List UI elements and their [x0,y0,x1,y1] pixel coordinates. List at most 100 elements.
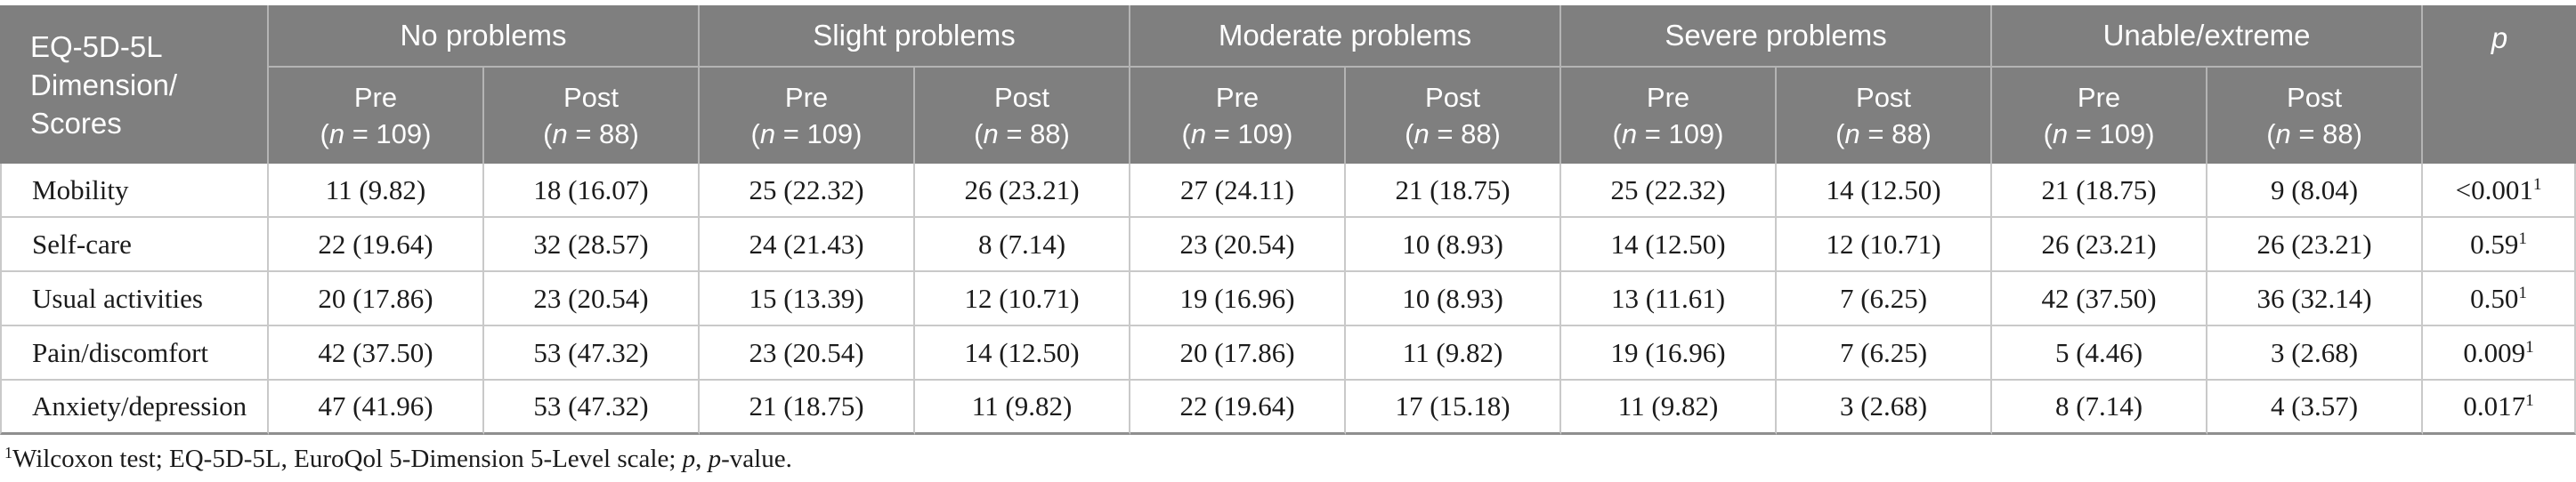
value-cell: 17 (15.18) [1346,381,1562,435]
value-cell: 42 (37.50) [269,326,484,381]
n-symbol: n [328,118,345,149]
header-row-subcolumns: Pre (n = 109) Post (n = 88) Pre (n = 109) Post… [0,68,2576,164]
eq5d5l-results-table: EQ-5D-5L Dimension/Scores No problems Slig… [0,5,2576,435]
value-cell: 12 (10.71) [915,272,1131,326]
value-cell: 23 (20.54) [484,272,701,326]
subcolumn-header-post-unable-extreme: Post (n = 88) [2207,68,2424,164]
value-cell: 53 (47.32) [484,326,701,381]
value-cell: 3 (2.68) [1777,381,1993,435]
group-header-no-problems: No problems [269,5,701,68]
dimension-cell: Self-care [0,218,269,272]
footnote-marker: 1 [2518,283,2527,302]
value-cell: 10 (8.93) [1346,272,1562,326]
value-cell: 26 (23.21) [915,164,1131,218]
value-cell: 11 (9.82) [269,164,484,218]
value-cell: 22 (19.64) [269,218,484,272]
header-row-groups: EQ-5D-5L Dimension/Scores No problems Slig… [0,5,2576,164]
subcolumn-header-pre-unable-extreme: Pre (n = 109) [1992,68,2208,164]
value-cell: 3 (2.68) [2207,326,2424,381]
group-header-unable-extreme: Unable/extreme [1992,5,2424,68]
value-cell: 11 (9.82) [1561,381,1778,435]
group-header-slight-problems: Slight problems [700,5,1131,68]
n-symbol: n [983,118,999,149]
value-cell: 26 (23.21) [2207,218,2424,272]
value-cell: 10 (8.93) [1346,218,1562,272]
value-cell: 19 (16.96) [1130,272,1347,326]
value-cell: 11 (9.82) [915,381,1131,435]
value-cell: 7 (6.25) [1777,326,1993,381]
dimension-cell: Mobility [0,164,269,218]
value-cell: 42 (37.50) [1992,272,2208,326]
value-cell: 32 (28.57) [484,218,701,272]
n-symbol: n [552,118,568,149]
n-symbol: n [1414,118,1430,149]
n-symbol: n [1190,118,1207,149]
p-value-cell: 0.0091 [2423,326,2576,381]
subcolumn-header-post-moderate-problems: Post (n = 88) [1346,68,1562,164]
subcolumn-header-pre-moderate-problems: Pre (n = 109) [1130,68,1347,164]
n-symbol: n [1844,118,1860,149]
footnote-marker: 1 [2532,174,2542,194]
value-cell: 11 (9.82) [1346,326,1562,381]
value-cell: 5 (4.46) [1992,326,2208,381]
n-symbol: n [1621,118,1638,149]
value-cell: 13 (11.61) [1561,272,1778,326]
value-cell: 14 (12.50) [1561,218,1778,272]
table-row-self-care: Self-care 22 (19.64) 32 (28.57) 24 (21.43) 8… [0,218,2576,272]
p-value-cell: <0.0011 [2423,164,2576,218]
value-cell: 14 (12.50) [915,326,1131,381]
value-cell: 21 (18.75) [1346,164,1562,218]
value-cell: 19 (16.96) [1561,326,1778,381]
table-row-pain-discomfort: Pain/discomfort 42 (37.50) 53 (47.32) 23 (2… [0,326,2576,381]
value-cell: 25 (22.32) [1561,164,1778,218]
value-cell: 7 (6.25) [1777,272,1993,326]
p-symbol: p [708,445,722,473]
footnote-marker: 1 [4,444,12,462]
footnote-marker: 1 [2525,337,2534,357]
value-cell: 25 (22.32) [700,164,916,218]
dimension-cell: Pain/discomfort [0,326,269,381]
value-cell: 12 (10.71) [1777,218,1993,272]
value-cell: 24 (21.43) [700,218,916,272]
value-cell: 18 (16.07) [484,164,701,218]
table-body: Mobility 11 (9.82) 18 (16.07) 25 (22.32) 26 … [0,164,2576,435]
n-symbol: n [2275,118,2291,149]
value-cell: 8 (7.14) [1992,381,2208,435]
p-value-cell: 0.591 [2423,218,2576,272]
value-cell: 53 (47.32) [484,381,701,435]
value-cell: 20 (17.86) [269,272,484,326]
table-footnote: 1Wilcoxon test; EQ-5D-5L, EuroQol 5-Dime… [4,444,792,473]
value-cell: 21 (18.75) [700,381,916,435]
group-header-moderate-problems: Moderate problems [1130,5,1562,68]
table-header: EQ-5D-5L Dimension/Scores No problems Slig… [0,5,2576,164]
dimension-column-header: EQ-5D-5L Dimension/Scores [0,5,269,164]
value-cell: 22 (19.64) [1130,381,1347,435]
dimension-cell: Usual activities [0,272,269,326]
subcolumn-header-post-slight-problems: Post (n = 88) [915,68,1131,164]
value-cell: 26 (23.21) [1992,218,2208,272]
value-cell: 27 (24.11) [1130,164,1347,218]
value-cell: 23 (20.54) [700,326,916,381]
footnote-marker: 1 [2518,229,2527,248]
value-cell: 36 (32.14) [2207,272,2424,326]
p-column-header: p [2423,5,2576,164]
value-cell: 4 (3.57) [2207,381,2424,435]
n-symbol: n [2052,118,2069,149]
value-cell: 9 (8.04) [2207,164,2424,218]
p-value-cell: 0.501 [2423,272,2576,326]
subcolumn-header-pre-slight-problems: Pre (n = 109) [700,68,916,164]
p-value-cell: 0.0171 [2423,381,2576,435]
footnote-marker: 1 [2525,391,2534,411]
group-header-severe-problems: Severe problems [1561,5,1993,68]
p-symbol: p [682,445,696,473]
table-row-usual-activities: Usual activities 20 (17.86) 23 (20.54) 15 (… [0,272,2576,326]
value-cell: 20 (17.86) [1130,326,1347,381]
value-cell: 14 (12.50) [1777,164,1993,218]
subcolumn-header-post-no-problems: Post (n = 88) [484,68,701,164]
value-cell: 15 (13.39) [700,272,916,326]
subcolumn-header-pre-severe-problems: Pre (n = 109) [1561,68,1778,164]
value-cell: 23 (20.54) [1130,218,1347,272]
table-row-anxiety-depression: Anxiety/depression 47 (41.96) 53 (47.32) 21… [0,381,2576,435]
value-cell: 8 (7.14) [915,218,1131,272]
